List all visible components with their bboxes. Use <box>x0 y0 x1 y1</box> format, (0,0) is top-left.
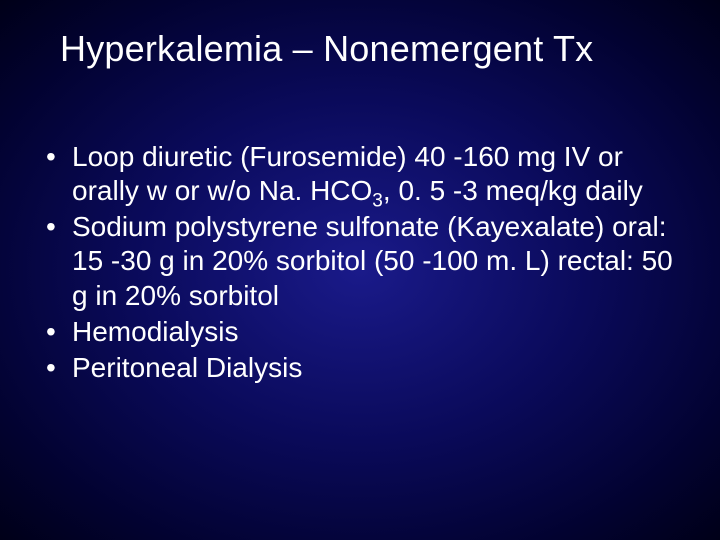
bullet-text: Sodium polystyrene sulfonate (Kayexalate… <box>72 211 673 310</box>
slide-body: Loop diuretic (Furosemide) 40 -160 mg IV… <box>38 140 680 387</box>
bullet-text: , 0. 5 -3 meq/kg daily <box>383 175 643 206</box>
bullet-item: Sodium polystyrene sulfonate (Kayexalate… <box>38 210 680 312</box>
bullet-text: Hemodialysis <box>72 316 239 347</box>
slide: Hyperkalemia – Nonemergent Tx Loop diure… <box>0 0 720 540</box>
bullet-item: Peritoneal Dialysis <box>38 351 680 385</box>
slide-title: Hyperkalemia – Nonemergent Tx <box>60 28 680 70</box>
bullet-item: Hemodialysis <box>38 315 680 349</box>
bullet-text-subscript: 3 <box>372 191 383 212</box>
bullet-item: Loop diuretic (Furosemide) 40 -160 mg IV… <box>38 140 680 208</box>
bullet-list: Loop diuretic (Furosemide) 40 -160 mg IV… <box>38 140 680 385</box>
bullet-text: Peritoneal Dialysis <box>72 352 302 383</box>
